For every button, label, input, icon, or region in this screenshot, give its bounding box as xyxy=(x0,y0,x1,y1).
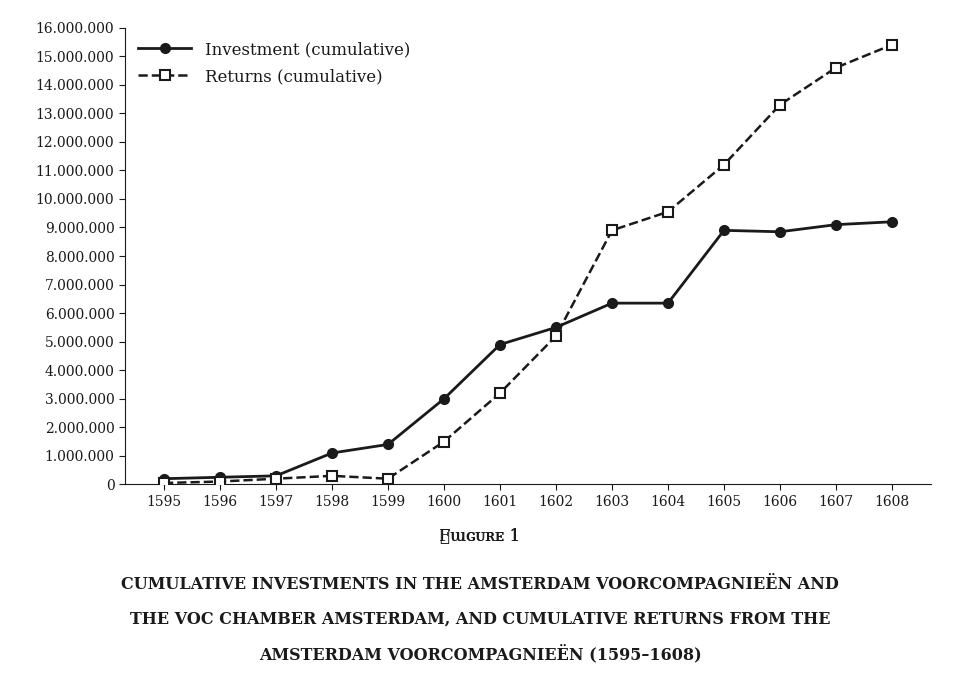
Investment (cumulative) xyxy=(326,449,338,457)
Returns (cumulative) xyxy=(494,389,506,397)
Investment (cumulative) xyxy=(494,340,506,349)
Returns (cumulative) xyxy=(830,64,842,72)
Returns (cumulative) xyxy=(607,226,618,235)
Investment (cumulative) xyxy=(158,475,170,483)
Investment (cumulative) xyxy=(438,394,449,403)
Returns (cumulative) xyxy=(718,161,730,169)
Investment (cumulative) xyxy=(830,221,842,229)
Line: Investment (cumulative): Investment (cumulative) xyxy=(159,217,897,484)
Returns (cumulative) xyxy=(774,100,785,109)
Investment (cumulative) xyxy=(382,440,394,448)
Investment (cumulative) xyxy=(662,299,674,307)
Returns (cumulative) xyxy=(662,208,674,216)
Investment (cumulative) xyxy=(718,226,730,235)
Text: THE VOC CHAMBER AMSTERDAM, AND CUMULATIVE RETURNS FROM THE: THE VOC CHAMBER AMSTERDAM, AND CUMULATIV… xyxy=(130,611,830,628)
Investment (cumulative) xyxy=(550,323,562,331)
Returns (cumulative) xyxy=(886,41,898,49)
Investment (cumulative) xyxy=(886,218,898,226)
Text: CUMULATIVE INVESTMENTS IN THE AMSTERDAM VOORCOMPAGNIEËN AND: CUMULATIVE INVESTMENTS IN THE AMSTERDAM … xyxy=(121,576,839,593)
Text: ᄑɯɢᴜʀᴇ 1: ᄑɯɢᴜʀᴇ 1 xyxy=(440,528,520,545)
Returns (cumulative) xyxy=(326,472,338,480)
Returns (cumulative) xyxy=(214,477,226,486)
Investment (cumulative) xyxy=(214,473,226,482)
Text: Fɯɢᴜʀᴇ 1: Fɯɢᴜʀᴇ 1 xyxy=(440,528,520,545)
Returns (cumulative) xyxy=(271,475,282,483)
Investment (cumulative) xyxy=(271,472,282,480)
Text: AMSTERDAM VOORCOMPAGNIEËN (1595–1608): AMSTERDAM VOORCOMPAGNIEËN (1595–1608) xyxy=(258,645,702,663)
Legend: Investment (cumulative), Returns (cumulative): Investment (cumulative), Returns (cumula… xyxy=(133,36,415,90)
Returns (cumulative) xyxy=(158,479,170,487)
Returns (cumulative) xyxy=(550,332,562,340)
Investment (cumulative) xyxy=(607,299,618,307)
Returns (cumulative) xyxy=(382,475,394,483)
Returns (cumulative) xyxy=(438,437,449,446)
Investment (cumulative) xyxy=(774,228,785,236)
Line: Returns (cumulative): Returns (cumulative) xyxy=(159,40,897,488)
